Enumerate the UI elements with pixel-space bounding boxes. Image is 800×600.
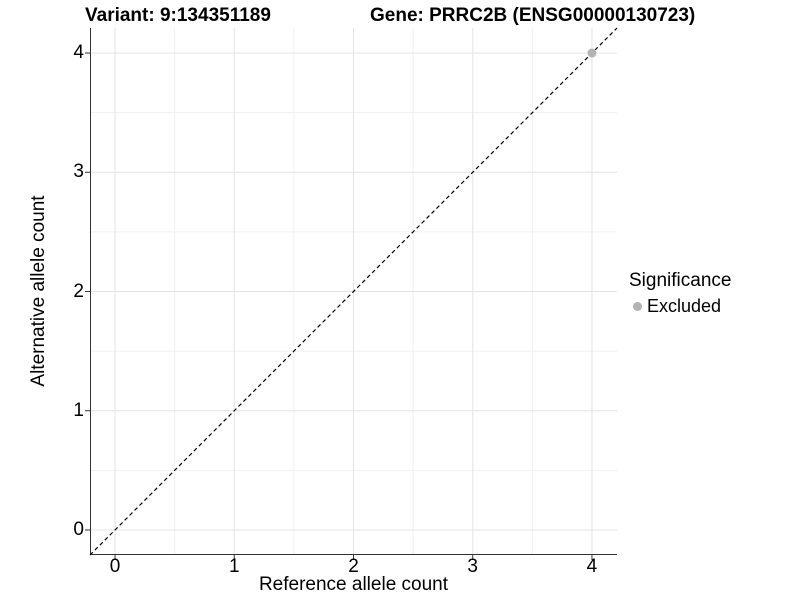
y-tick-label: 0 (73, 518, 84, 540)
data-point-excluded (587, 48, 597, 58)
legend-title: Significance (629, 270, 732, 291)
x-axis-title: Reference allele count (258, 574, 449, 595)
x-tick-label: 2 (348, 556, 359, 577)
x-tick-label: 0 (109, 556, 121, 577)
legend-point-icon (633, 301, 642, 311)
x-tick-label: 1 (228, 556, 240, 577)
legend-item-excluded: Excluded (629, 295, 731, 317)
legend: Significance Excluded (629, 269, 731, 317)
y-tick-label: 4 (73, 42, 84, 64)
y-tick-label: 2 (73, 280, 84, 302)
plot-panel (85, 27, 618, 560)
gene-title: Gene: PRRC2B (ENSG00000130723) (370, 5, 696, 26)
identity-reference-line (89, 27, 618, 556)
variant-title: Variant: 9:134351189 (85, 5, 271, 26)
y-tick-label: 3 (73, 161, 84, 183)
y-axis-title: Alternative allele count (28, 195, 49, 387)
y-tick-label: 1 (73, 399, 84, 421)
x-tick-label: 4 (586, 556, 598, 577)
x-tick-label: 3 (467, 556, 478, 577)
legend-item-label: Excluded (647, 296, 722, 316)
